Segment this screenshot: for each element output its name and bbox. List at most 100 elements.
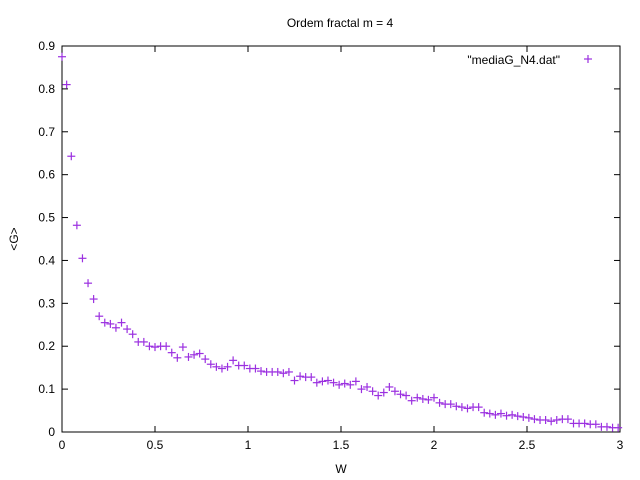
data-point bbox=[474, 403, 483, 412]
data-point bbox=[457, 403, 466, 412]
data-point bbox=[452, 402, 461, 411]
data-point bbox=[106, 319, 115, 328]
data-point bbox=[212, 362, 221, 371]
y-tick-label: 0.8 bbox=[38, 82, 55, 96]
data-point bbox=[424, 395, 433, 404]
data-point bbox=[407, 396, 416, 405]
data-point bbox=[591, 420, 600, 429]
data-point bbox=[519, 412, 528, 421]
legend-series-label: "mediaG_N4.dat" bbox=[467, 53, 560, 67]
legend-plus-marker bbox=[584, 55, 592, 63]
data-point bbox=[552, 415, 561, 424]
y-tick-label: 0.2 bbox=[38, 339, 55, 353]
data-point bbox=[351, 377, 360, 386]
x-tick-label: 1.5 bbox=[333, 438, 350, 452]
data-point bbox=[89, 295, 98, 304]
data-point bbox=[84, 279, 93, 288]
data-point bbox=[117, 318, 126, 327]
data-point bbox=[346, 380, 355, 389]
data-point bbox=[374, 391, 383, 400]
data-point bbox=[145, 342, 154, 351]
y-tick-label: 0.6 bbox=[38, 168, 55, 182]
data-point bbox=[284, 367, 293, 376]
x-tick-label: 0.5 bbox=[147, 438, 164, 452]
x-tick-label: 2 bbox=[431, 438, 438, 452]
data-point bbox=[296, 372, 305, 381]
x-axis: 0 0.5 1 1.5 2 2.5 3 bbox=[59, 46, 624, 452]
data-point bbox=[190, 350, 199, 359]
data-point bbox=[67, 152, 76, 161]
data-point bbox=[167, 348, 176, 357]
data-point bbox=[385, 382, 394, 391]
data-point bbox=[195, 349, 204, 358]
data-point bbox=[229, 356, 238, 365]
data-point bbox=[251, 364, 260, 373]
data-point bbox=[329, 378, 338, 387]
data-point bbox=[123, 325, 132, 334]
data-point bbox=[496, 409, 505, 418]
data-point bbox=[323, 376, 332, 385]
data-point bbox=[435, 398, 444, 407]
data-point bbox=[402, 391, 411, 400]
data-point bbox=[100, 318, 109, 327]
y-tick-label: 0.7 bbox=[38, 125, 55, 139]
data-point bbox=[184, 352, 193, 361]
data-point bbox=[524, 413, 533, 422]
y-tick-label: 0.1 bbox=[38, 382, 55, 396]
y-tick-label: 0.4 bbox=[38, 253, 55, 267]
data-point bbox=[318, 377, 327, 386]
data-point bbox=[273, 367, 282, 376]
data-point bbox=[413, 393, 422, 402]
data-point bbox=[396, 390, 405, 399]
data-point bbox=[357, 385, 366, 394]
legend: "mediaG_N4.dat" bbox=[467, 53, 592, 67]
data-point bbox=[446, 400, 455, 409]
data-point bbox=[491, 410, 500, 419]
data-point bbox=[340, 379, 349, 388]
data-point bbox=[62, 80, 71, 89]
data-point bbox=[513, 412, 522, 421]
chart-title: Ordem fractal m = 4 bbox=[287, 16, 394, 30]
data-point bbox=[279, 369, 288, 378]
data-point bbox=[290, 376, 299, 385]
data-point bbox=[162, 342, 171, 351]
data-point bbox=[173, 353, 182, 362]
y-tick-label: 0.5 bbox=[38, 211, 55, 225]
data-point bbox=[128, 330, 137, 339]
x-tick-label: 3 bbox=[617, 438, 624, 452]
data-point bbox=[151, 343, 159, 352]
data-point bbox=[580, 419, 589, 428]
data-point bbox=[430, 393, 438, 402]
data-points bbox=[58, 52, 623, 432]
data-point bbox=[530, 415, 539, 424]
data-point bbox=[240, 361, 249, 370]
data-point bbox=[58, 52, 66, 61]
y-tick-label: 0.3 bbox=[38, 296, 55, 310]
x-tick-label: 0 bbox=[59, 438, 66, 452]
data-point bbox=[72, 221, 81, 230]
data-point bbox=[390, 387, 399, 396]
data-point bbox=[78, 254, 87, 263]
data-point bbox=[223, 362, 232, 371]
data-point bbox=[111, 323, 120, 332]
data-point bbox=[541, 415, 550, 424]
y-axis-label: <G> bbox=[7, 227, 21, 250]
data-point bbox=[178, 343, 187, 352]
data-point bbox=[217, 364, 226, 373]
data-point bbox=[201, 355, 210, 364]
data-point bbox=[563, 415, 572, 424]
data-point bbox=[139, 337, 148, 346]
y-axis: 0 0.1 0.2 0.3 0.4 0.5 0.6 0.7 0.8 0.9 bbox=[38, 39, 620, 439]
data-point bbox=[502, 411, 511, 420]
x-tick-label: 1 bbox=[245, 438, 252, 452]
data-point bbox=[95, 312, 104, 321]
data-point bbox=[602, 422, 611, 431]
data-point bbox=[368, 387, 377, 396]
data-point bbox=[312, 378, 321, 387]
legend-marker bbox=[584, 55, 592, 63]
data-point bbox=[418, 394, 427, 403]
data-point bbox=[485, 409, 494, 418]
data-point bbox=[307, 373, 316, 382]
data-point bbox=[547, 417, 556, 426]
